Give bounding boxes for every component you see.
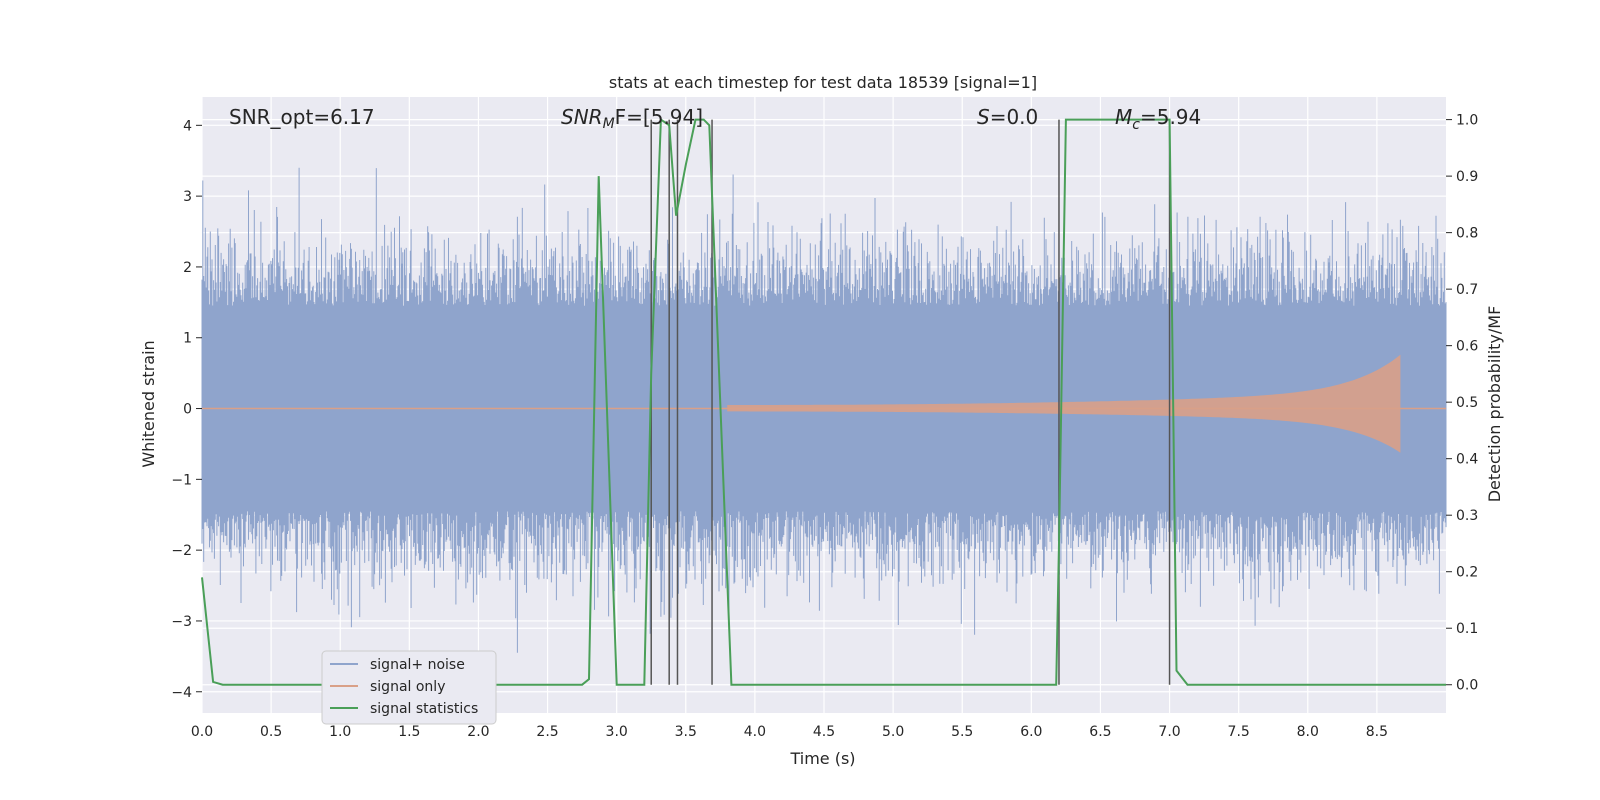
x-tick-label: 4.0	[744, 724, 766, 740]
y-tick-label: 1	[183, 331, 192, 347]
annotation-s: S=0.0	[977, 105, 1038, 129]
y-tick-label: −1	[171, 472, 192, 488]
y-right-tick-label: 0.5	[1456, 395, 1478, 411]
y-axis-right-label: Detection probability/MF	[1485, 306, 1504, 503]
y-right-tick-label: 0.1	[1456, 621, 1478, 637]
y-tick-label: −3	[171, 614, 192, 630]
chart-title: stats at each timestep for test data 185…	[609, 73, 1037, 92]
ticks: 0.0 0.5 1.0 1.5 2.0 2.5 3.0 3.5 4.0 4.5 5.0 5.5 6.0 6…	[171, 113, 1478, 740]
legend-label-signal-only: signal only	[370, 679, 445, 695]
x-tick-label: 2.0	[467, 724, 489, 740]
annotation-snr-mf: SNRMF=[5.94]	[561, 105, 703, 132]
y-right-tick-label: 1.0	[1456, 113, 1478, 129]
y-tick-label: −4	[171, 685, 192, 701]
x-tick-label: 6.0	[1020, 724, 1042, 740]
x-tick-label: 2.5	[536, 724, 558, 740]
y-right-tick-label: 0.8	[1456, 226, 1478, 242]
y-right-tick-label: 0.7	[1456, 282, 1478, 298]
x-tick-label: 3.5	[675, 724, 697, 740]
y-right-tick-label: 0.6	[1456, 339, 1478, 355]
x-tick-label: 7.0	[1158, 724, 1180, 740]
y-right-tick-label: 0.2	[1456, 565, 1478, 581]
y-axis-label: Whitened strain	[139, 340, 158, 467]
x-tick-label: 1.0	[329, 724, 351, 740]
y-right-tick-label: 0.0	[1456, 678, 1478, 694]
y-tick-label: 3	[183, 189, 192, 205]
x-tick-label: 4.5	[813, 724, 835, 740]
y-tick-label: 4	[183, 118, 192, 134]
x-tick-label: 1.5	[398, 724, 420, 740]
vertical-markers	[650, 119, 1171, 685]
legend-label-signal-noise: signal+ noise	[370, 657, 465, 673]
signal-statistics-line	[201, 117, 1446, 686]
legend-box	[321, 650, 497, 725]
x-tick-label: 8.0	[1297, 724, 1319, 740]
x-tick-label: 3.0	[606, 724, 628, 740]
annotation-snr-opt: SNR_opt=6.17	[229, 105, 375, 129]
y-right-tick-label: 0.9	[1456, 169, 1478, 185]
series-signal-statistics	[201, 117, 1446, 686]
x-tick-label: 0.5	[260, 724, 282, 740]
y-tick-label: −2	[171, 543, 192, 559]
x-tick-label: 5.5	[951, 724, 973, 740]
y-tick-label: 2	[183, 260, 192, 276]
annotation-mc: Mc=5.94	[1115, 105, 1201, 133]
y-right-tick-label: 0.4	[1456, 452, 1478, 468]
legend: signal+ noise signal only signal statist…	[321, 650, 497, 725]
x-tick-label: 5.0	[882, 724, 904, 740]
signal-only-envelope	[727, 354, 1401, 453]
x-tick-label: 8.5	[1366, 724, 1388, 740]
x-tick-label: 0.0	[191, 724, 213, 740]
x-tick-label: 6.5	[1089, 724, 1111, 740]
legend-label-signal-statistics: signal statistics	[370, 701, 478, 717]
series-signal-only	[202, 354, 1446, 453]
x-tick-label: 7.5	[1228, 724, 1250, 740]
x-axis-label: Time (s)	[789, 749, 855, 768]
y-right-tick-label: 0.3	[1456, 508, 1478, 524]
y-tick-label: 0	[183, 402, 192, 418]
